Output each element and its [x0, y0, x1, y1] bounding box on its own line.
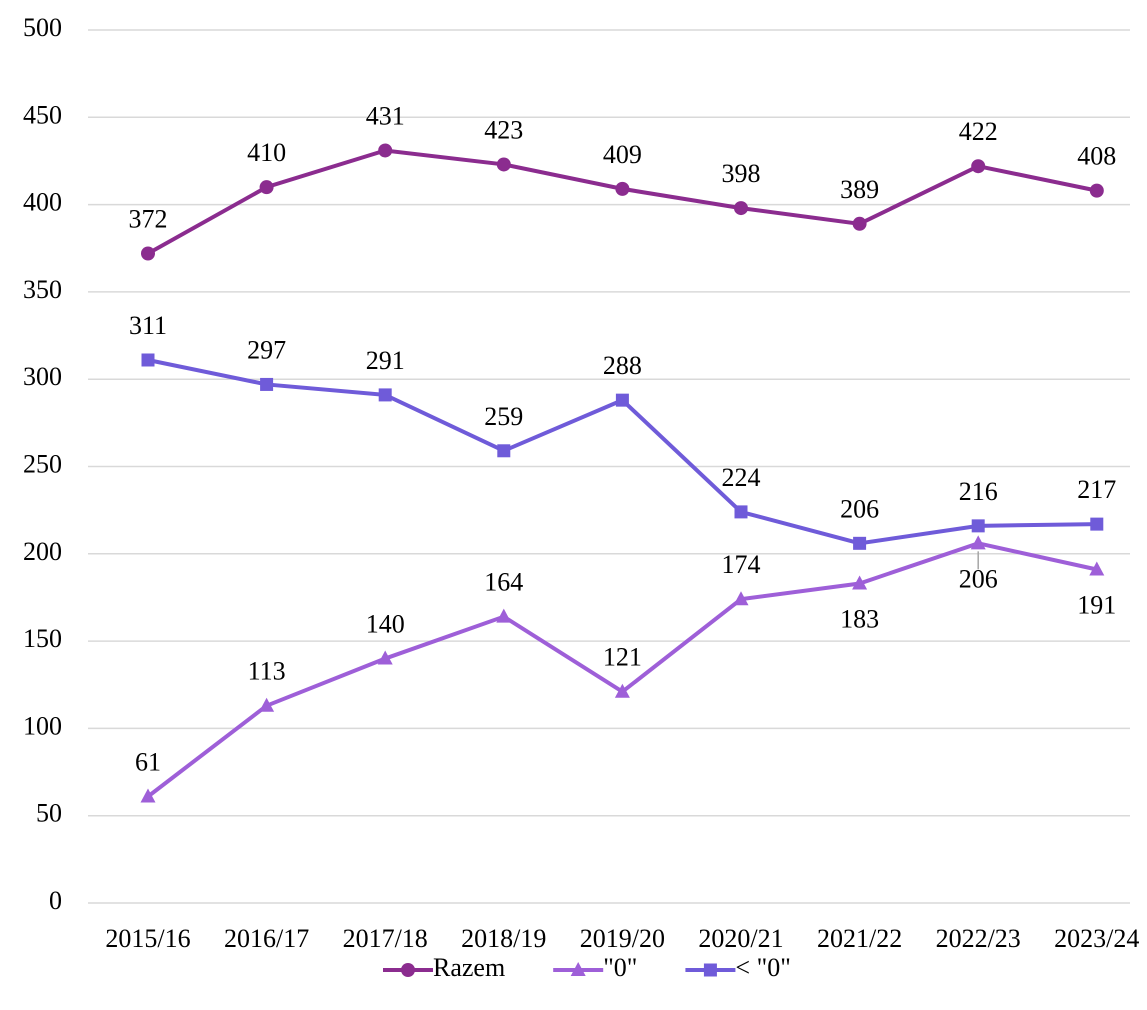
- x-tick-label: 2022/23: [936, 924, 1021, 953]
- data-label: 164: [484, 568, 523, 597]
- x-tick-label: 2023/24: [1054, 924, 1139, 953]
- point: [378, 143, 393, 158]
- point: [852, 575, 868, 590]
- y-tick-label: 400: [23, 188, 62, 217]
- data-label: 183: [840, 604, 879, 633]
- point: [615, 181, 630, 196]
- data-label: 174: [722, 550, 761, 579]
- point: [259, 180, 274, 195]
- point: [260, 377, 274, 391]
- data-label: 297: [247, 335, 286, 364]
- data-label: 423: [484, 115, 523, 144]
- x-tick-label: 2015/16: [105, 924, 190, 953]
- point: [401, 963, 415, 977]
- y-tick-label: 200: [23, 537, 62, 566]
- point: [970, 535, 986, 550]
- point: [141, 353, 155, 367]
- point: [1089, 183, 1104, 198]
- data-label: 216: [959, 477, 998, 506]
- data-label: 431: [366, 101, 405, 130]
- point: [377, 650, 393, 665]
- y-tick-label: 450: [23, 100, 62, 129]
- y-tick-label: 350: [23, 275, 62, 304]
- series: 311 297 291 259 288 224 206 216 217: [129, 311, 1116, 550]
- x-tick-label: 2020/21: [698, 924, 783, 953]
- line: [147, 358, 1097, 546]
- legend-label: Razem: [433, 953, 505, 982]
- point: [570, 962, 586, 976]
- data-label: 259: [484, 402, 523, 431]
- y-tick-label: 50: [36, 799, 62, 828]
- y-tick-label: 500: [23, 13, 62, 42]
- point: [734, 505, 748, 519]
- point: [259, 697, 275, 712]
- data-label: 61: [135, 747, 161, 776]
- data-label: 372: [129, 204, 168, 233]
- point: [496, 608, 512, 623]
- data-label: 291: [366, 346, 405, 375]
- x-tick-label: 2021/22: [817, 924, 902, 953]
- y-tick-label: 0: [49, 886, 62, 915]
- data-label: 422: [959, 117, 998, 146]
- data-label: 206: [840, 494, 879, 523]
- point: [1090, 517, 1104, 531]
- point: [140, 788, 156, 803]
- y-tick-label: 300: [23, 362, 62, 391]
- point: [496, 157, 511, 172]
- point: [1089, 561, 1105, 576]
- x-tick-label: 2018/19: [461, 924, 546, 953]
- point: [378, 388, 392, 402]
- series: 372 410 431 423 409 398 389 422 408: [129, 101, 1116, 261]
- data-label: 206: [959, 564, 998, 593]
- x-tick-label: 2017/18: [343, 924, 428, 953]
- point: [853, 536, 867, 550]
- point: [733, 591, 749, 606]
- x-tick-label: 2016/17: [224, 924, 309, 953]
- data-label: 408: [1077, 142, 1116, 171]
- data-label: 389: [840, 175, 879, 204]
- point: [615, 393, 629, 407]
- data-label: 288: [603, 351, 642, 380]
- data-label: 191: [1077, 590, 1116, 619]
- y-tick-label: 150: [23, 624, 62, 653]
- point: [614, 683, 630, 698]
- series: 61 113 140 164 121 174 183 206 191: [135, 535, 1116, 803]
- data-label: 113: [248, 657, 286, 686]
- point: [971, 519, 985, 533]
- data-label: 121: [603, 643, 642, 672]
- y-tick-label: 100: [23, 711, 62, 740]
- y-tick-label: 250: [23, 449, 62, 478]
- data-label: 409: [603, 140, 642, 169]
- data-label: 398: [722, 159, 761, 188]
- legend-label: < "0": [735, 953, 790, 982]
- data-label: 140: [366, 610, 405, 639]
- data-label: 410: [247, 138, 286, 167]
- data-label: 224: [722, 463, 761, 492]
- point: [971, 159, 986, 174]
- point: [141, 246, 155, 261]
- data-label: 217: [1077, 475, 1116, 504]
- legend-label: "0": [603, 953, 637, 982]
- data-label: 311: [129, 311, 167, 340]
- point: [497, 444, 511, 458]
- point: [852, 216, 867, 231]
- point: [703, 963, 717, 977]
- legend: Razem "0" < "0": [383, 953, 791, 982]
- point: [734, 201, 748, 216]
- x-tick-label: 2019/20: [580, 924, 665, 953]
